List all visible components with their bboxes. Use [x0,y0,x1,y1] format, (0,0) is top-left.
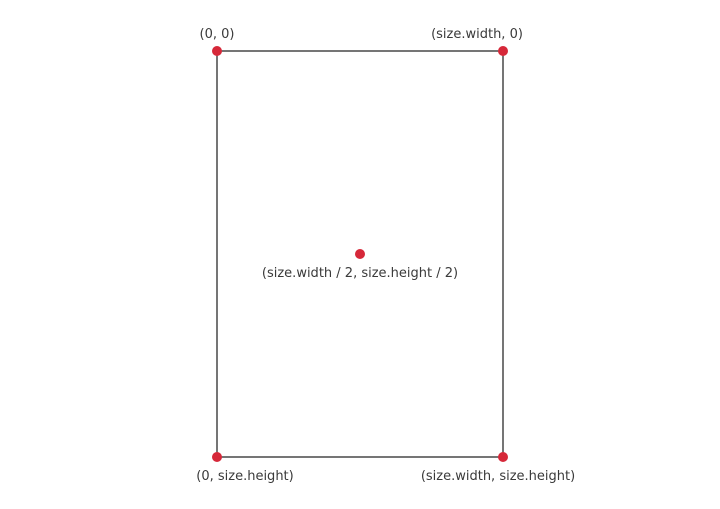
center-point [355,249,365,259]
bottom-left-label: (0, size.height) [196,469,293,484]
bottom-right-point [498,452,508,462]
center-label: (size.width / 2, size.height / 2) [262,266,458,281]
top-right-point [498,46,508,56]
top-left-point [212,46,222,56]
top-left-label: (0, 0) [200,27,235,42]
bottom-left-point [212,452,222,462]
size-rectangle [216,50,504,458]
bottom-right-label: (size.width, size.height) [421,469,575,484]
top-right-label: (size.width, 0) [431,27,523,42]
